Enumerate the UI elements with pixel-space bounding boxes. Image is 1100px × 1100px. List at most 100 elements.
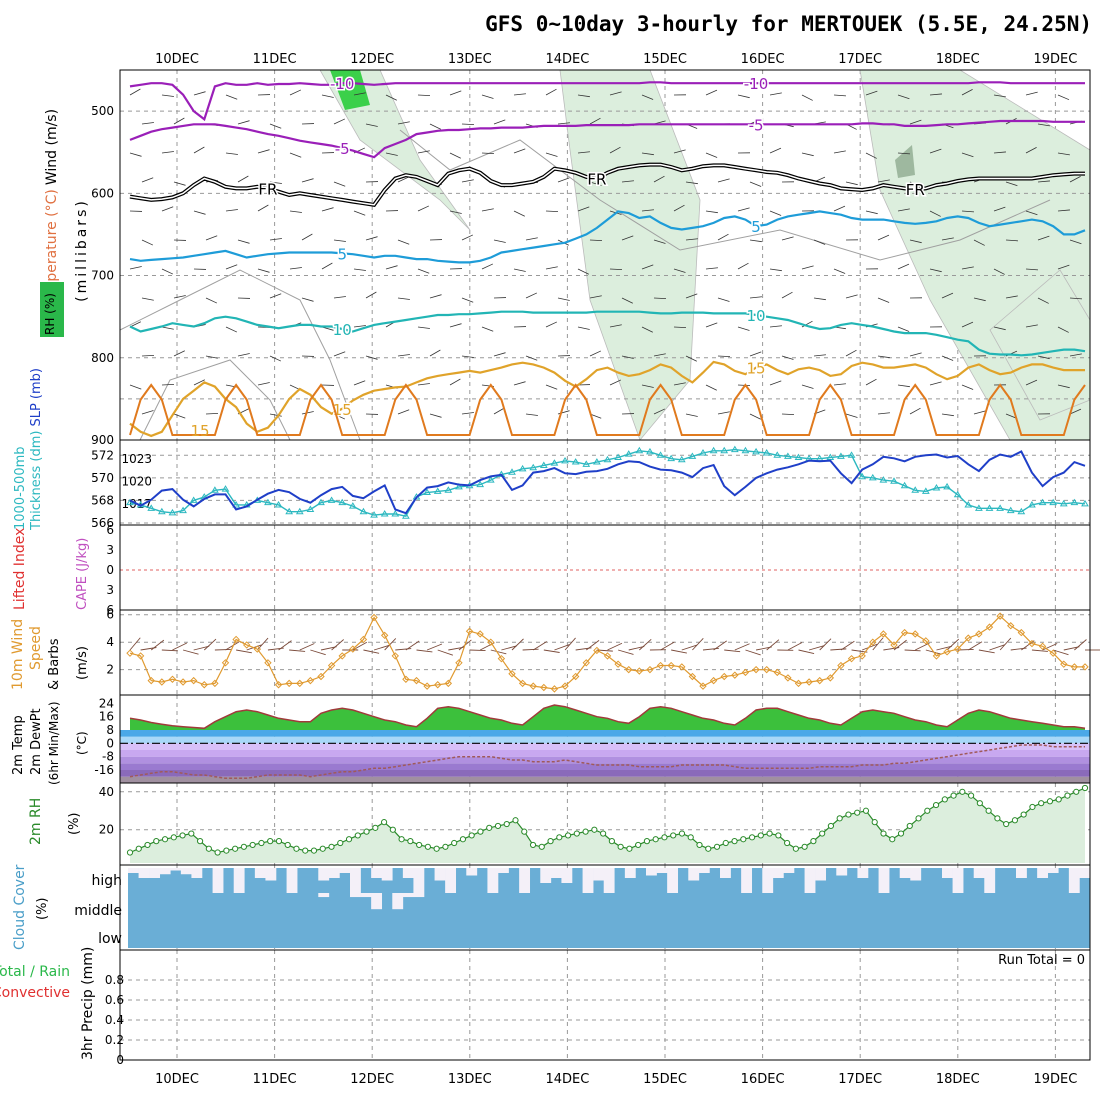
rh-point [932,801,940,809]
wind-barb [621,355,634,359]
rh-point [941,796,948,803]
temp-tick-label: 8 [106,723,114,737]
thickness-point [996,504,1004,511]
thickness-label-2: Thickness (dm) [29,431,44,531]
slp-tick-label: 1023 [121,452,152,466]
wind-barb-10m [1063,646,1080,651]
wind-barb [257,382,270,386]
wind-speed-line [129,615,1085,690]
wind-barb [845,349,857,357]
wind-barb [481,263,494,270]
wind-barb [833,150,846,154]
wind-barb [1037,235,1050,241]
panel-frame [119,439,1091,526]
wind-barb [429,413,442,418]
cloud-gap [550,868,562,878]
wind-barb [225,152,238,155]
isopleth [139,359,291,441]
wind-speed-point [317,672,325,681]
wind-speed-point [1028,639,1036,648]
thickness-point [391,509,400,517]
wind-barb [813,297,826,301]
wind-barb [769,147,782,154]
lifted-index-label: Lifted Index [12,528,28,610]
wind-barb-10m [872,637,884,651]
wind-speed-point [508,670,516,678]
date-label-top: 18DEC [936,52,980,67]
wind-barb-10m [1074,639,1087,651]
wind-barb [769,210,782,216]
thickness-tick-label: 568 [91,493,114,507]
cloud-gap [180,868,192,875]
wind-barb [685,238,698,241]
cloud-gap [667,868,679,893]
wind-barb [929,148,942,154]
wind-barb [1025,147,1037,154]
temp-label-1: 2m Temp [11,715,26,775]
rh-point [170,834,177,841]
rh-point [310,847,318,854]
wind-barb [749,239,762,243]
wind-barb-10m [798,649,815,655]
thickness-point [879,476,888,483]
wind-barb [269,293,282,299]
cloud-gap [878,868,890,893]
cloud-gap [381,868,393,881]
wind-barb [749,118,762,125]
rh-point [188,830,195,837]
rh-point [468,832,475,839]
wind-speed-point [879,630,888,638]
wind-speed-point [285,679,293,688]
wind-barb [589,295,602,299]
wind-barb [705,210,718,214]
rh-point [135,845,142,852]
cloud-gap [149,868,161,878]
rh-point [661,834,668,841]
wind-barb [609,379,622,386]
wind-speed-point [338,652,346,660]
wind-barb [397,121,410,125]
cloud-gap [1079,868,1091,878]
rh-fill [130,788,1085,863]
wind-barb [1025,210,1038,216]
precip-tick-label: 0.8 [105,973,124,987]
rh-shade [559,69,701,441]
isotherm-15 [129,360,1085,438]
wind-barb [493,407,505,415]
wind-barb [557,122,570,125]
li-tick-label: 6 [106,603,114,617]
rh-mid-shade [895,145,915,178]
rh2m-label: 2m RH [28,798,44,845]
rh-point [1073,788,1080,795]
panel-frame [119,949,1091,1061]
rh-point [731,838,738,845]
wind-barb [173,350,185,357]
wind-speed-point [646,665,654,674]
cloud-gap [762,868,774,893]
wind-speed-point [211,679,219,688]
pressure-tick-label: 800 [91,351,114,365]
wind-speed-point [179,678,187,686]
rh-point [757,832,764,839]
wind-barb-10m [904,649,921,652]
wind-speed-point [497,654,506,663]
thickness-point [677,455,686,463]
rh-point [1046,798,1054,805]
thickness-point [784,452,792,459]
rh-point [1055,796,1062,803]
rh-point [267,838,274,845]
wind-barb [1069,297,1082,300]
rh-point [512,817,519,824]
wind-barb [909,181,921,188]
wind-label-1: 10m Wind [10,619,26,690]
wind-barb [129,152,142,157]
cloud-gap [1016,868,1027,878]
rh-point [424,843,431,850]
wind-barb [525,292,538,299]
rh-point [1029,803,1036,811]
wind-barb [365,291,377,299]
thickness-point [232,500,240,508]
rh2m-unit: (%) [67,813,82,836]
wind-barb [301,178,314,183]
rh-point [1064,792,1071,799]
